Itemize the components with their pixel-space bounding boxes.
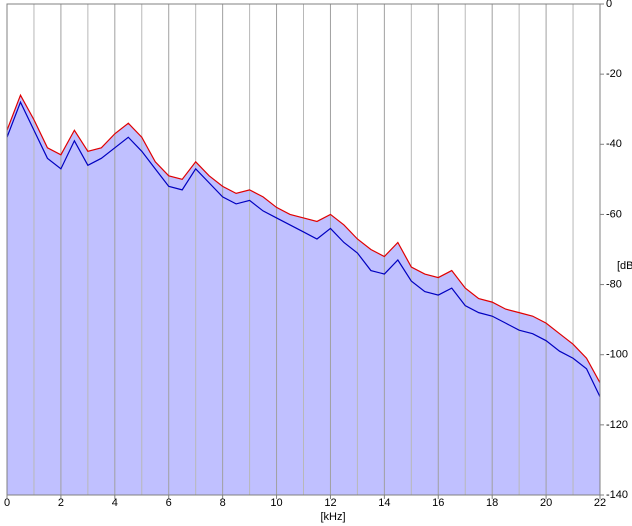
x-tick-label: 6 — [166, 497, 172, 509]
spectrum-line — [6, 93, 601, 384]
y-tick-label: -60 — [606, 208, 622, 220]
y-tick-label: -40 — [606, 138, 622, 150]
y-tick-label: 0 — [606, 0, 612, 10]
x-tick-label: 8 — [220, 497, 226, 509]
x-tick-label: 2 — [58, 497, 64, 509]
y-axis-label: [dB — [617, 260, 632, 272]
x-tick-label: 4 — [112, 497, 118, 509]
x-tick-label: 0 — [4, 497, 10, 509]
x-tick-label: 12 — [324, 497, 336, 509]
y-tick-label: -100 — [606, 349, 628, 361]
x-tick-label: 22 — [594, 497, 606, 509]
x-tick-label: 20 — [540, 497, 552, 509]
plot-frame — [6, 3, 601, 496]
y-tick-label: -120 — [606, 419, 628, 431]
x-tick-label: 10 — [270, 497, 282, 509]
y-tick-label: -140 — [606, 489, 628, 501]
y-tick-label: -20 — [606, 68, 622, 80]
x-tick-label: 18 — [486, 497, 498, 509]
y-tick-label: -80 — [606, 278, 622, 290]
spectrum-line — [6, 100, 601, 398]
x-axis-label: [kHz] — [320, 511, 345, 523]
x-tick-label: 14 — [378, 497, 390, 509]
x-tick-label: 16 — [432, 497, 444, 509]
